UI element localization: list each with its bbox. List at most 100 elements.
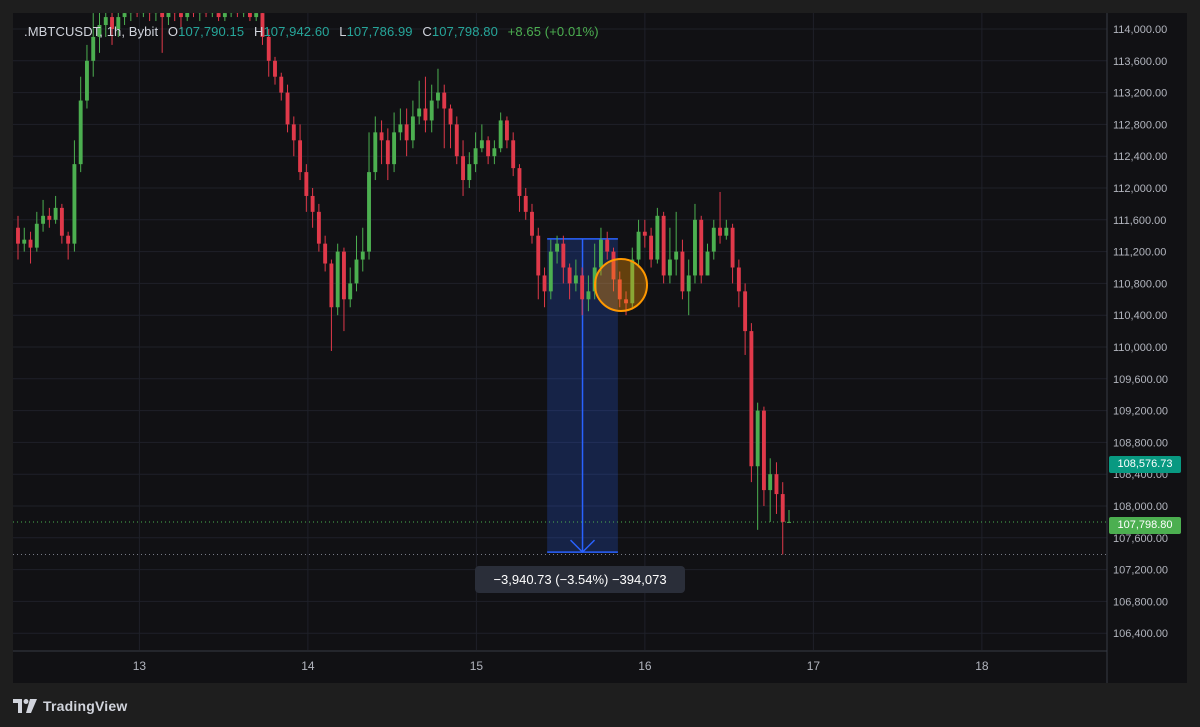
candle <box>749 323 754 483</box>
candle-body <box>116 17 121 29</box>
candle-body <box>667 259 672 276</box>
candle-body <box>103 17 108 26</box>
candle <box>655 207 660 264</box>
candle-body <box>354 259 359 284</box>
candle-body <box>655 215 660 260</box>
symbol-legend: .MBTCUSDT, 1h, Bybit O107,790.15 H107,94… <box>24 24 599 39</box>
candle <box>586 275 591 312</box>
candle-body <box>504 120 509 141</box>
measure-label: −3,940.73 (−3.54%) −394,073 <box>475 566 685 593</box>
candle <box>335 243 340 316</box>
candle <box>141 13 146 18</box>
candle-body <box>273 60 277 77</box>
legend-close: 107,798.80 <box>431 24 498 39</box>
candle-body <box>768 474 773 491</box>
candle-body <box>498 120 503 149</box>
candle <box>630 247 635 308</box>
price-chart[interactable]: 114,000.00 113,600.00 113,200.00 112,800.00… <box>13 13 1187 683</box>
candle-body <box>674 251 679 260</box>
candle-body <box>279 76 284 93</box>
candle-body <box>761 410 766 491</box>
legend-symbol[interactable]: .MBTCUSDT, 1h, Bybit <box>24 24 159 39</box>
legend-open-label: O <box>167 24 179 39</box>
footer: TradingView <box>13 696 127 716</box>
candle <box>567 263 572 300</box>
candle <box>91 13 96 77</box>
candle <box>41 199 46 232</box>
y-tick-label: 108,800.00 <box>1113 437 1168 449</box>
candle <box>59 203 64 244</box>
x-tick-label: 18 <box>975 659 989 673</box>
brand-name[interactable]: TradingView <box>43 698 128 714</box>
candle-body <box>367 172 371 252</box>
candle-body <box>266 36 271 61</box>
candle-body <box>661 215 666 276</box>
candle-body <box>580 275 585 300</box>
candle <box>128 13 133 22</box>
candle-body <box>429 100 434 121</box>
candle <box>348 267 353 308</box>
candle <box>555 235 560 264</box>
candle-body <box>398 124 403 133</box>
candle <box>85 44 89 109</box>
candle-body <box>41 215 46 224</box>
x-tick-label: 15 <box>470 659 484 673</box>
candle-body <box>436 92 440 101</box>
y-tick-label: 110,400.00 <box>1113 310 1167 322</box>
x-tick-label: 14 <box>301 659 315 673</box>
candle <box>185 13 190 22</box>
candle <box>298 124 303 181</box>
candle <box>273 56 277 85</box>
candle <box>429 84 434 133</box>
candle <box>743 283 748 355</box>
y-tick-label: 107,200.00 <box>1113 565 1168 577</box>
candle <box>755 402 760 530</box>
candle-body <box>636 231 641 260</box>
legend-low: 107,786.99 <box>346 24 413 39</box>
candle-body <box>780 494 785 522</box>
tradingview-logo-icon[interactable] <box>13 699 37 713</box>
candle-body <box>749 331 754 467</box>
candle <box>736 259 741 308</box>
candle <box>354 235 359 292</box>
candle-body <box>454 124 459 157</box>
candle-body <box>442 92 447 109</box>
legend-high: 107,942.60 <box>263 24 330 39</box>
candle-body <box>492 148 497 157</box>
legend-change: +8.65 (+0.01%) <box>507 24 599 39</box>
y-tick-label: 109,600.00 <box>1113 374 1168 386</box>
candle <box>279 72 284 101</box>
candle <box>147 13 152 22</box>
candle <box>404 108 409 157</box>
candle <box>479 124 484 153</box>
candle <box>517 164 522 212</box>
candle <box>22 227 27 252</box>
candle <box>674 211 679 276</box>
candle <box>774 462 779 514</box>
candle-body <box>605 239 610 252</box>
candle <box>649 227 654 268</box>
candle-body <box>711 227 716 252</box>
candle-body <box>28 239 33 248</box>
legend-open: 107,790.15 <box>178 24 245 39</box>
candle-body <box>222 13 227 18</box>
candle <box>116 13 121 37</box>
y-tick-label: 107,600.00 <box>1113 533 1168 545</box>
x-tick-label: 16 <box>638 659 652 673</box>
candle-body <box>260 13 265 37</box>
candle-body <box>410 116 415 141</box>
candle <box>122 13 127 26</box>
candle-body <box>542 275 547 292</box>
chart-frame[interactable]: 114,000.00 113,600.00 113,200.00 112,800.00… <box>13 13 1187 683</box>
candle-body <box>392 132 397 165</box>
candle <box>222 13 227 22</box>
candle-body <box>47 215 52 220</box>
price-tag-marker: 108,576.73 <box>1109 456 1181 473</box>
y-tick-label: 112,800.00 <box>1113 119 1167 131</box>
candle <box>730 223 735 284</box>
candle <box>16 215 20 260</box>
candle <box>97 13 102 53</box>
candle-body <box>642 231 647 236</box>
candle <box>511 132 516 177</box>
candle-body <box>16 227 20 244</box>
